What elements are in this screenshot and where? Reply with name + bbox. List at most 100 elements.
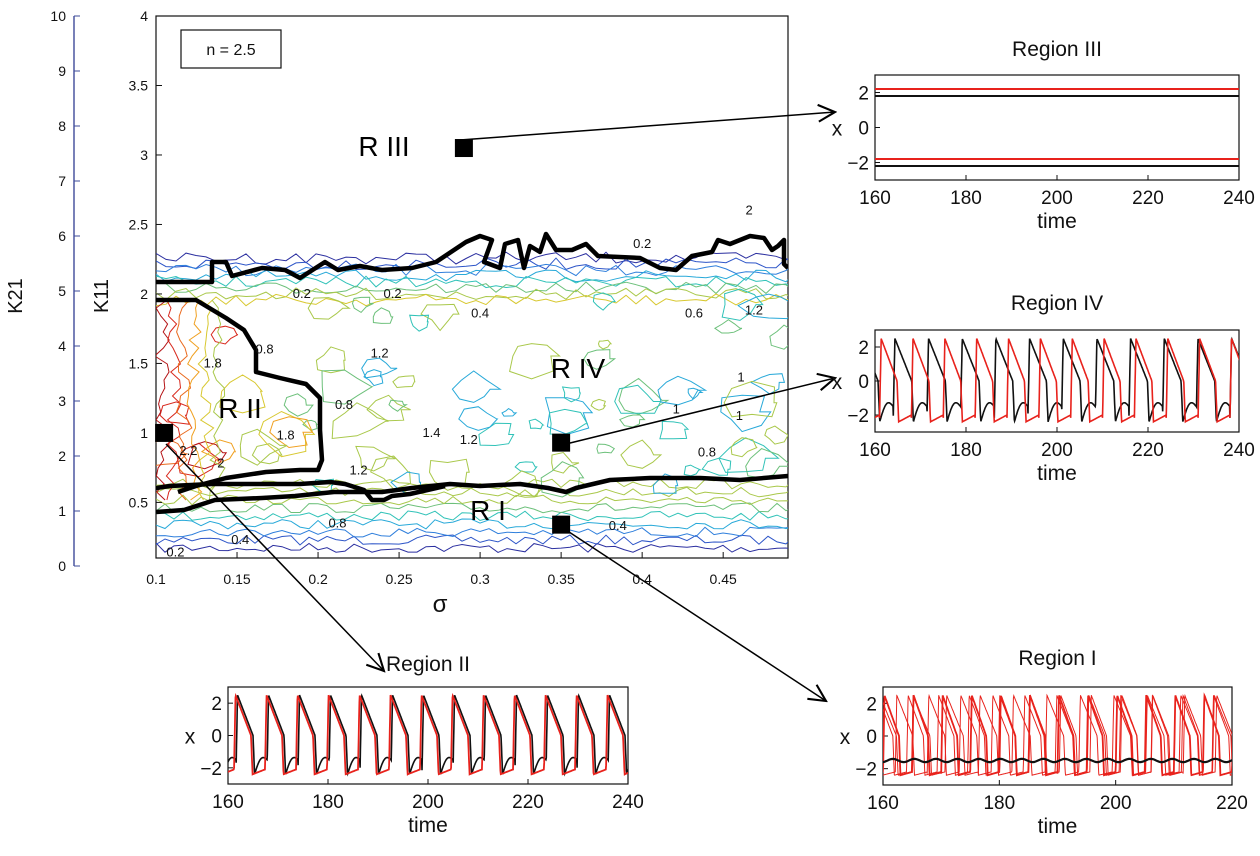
contour-labels: 0.2 0.2 0.2 2 0.4 0.6 1.2 1.8 0.8 1.2 0.8 1.8 1.4 1 1 1… — [166, 203, 763, 560]
y-tick-label: 3.5 — [129, 77, 149, 93]
contour-blob — [509, 343, 561, 380]
y-tick-label: 2 — [866, 694, 877, 715]
x-tick-label: 180 — [983, 793, 1015, 814]
contour-blob — [713, 319, 743, 334]
trace-red — [883, 693, 1232, 776]
trace-red — [883, 693, 1232, 776]
arrow-r3 — [459, 112, 835, 141]
x-axis-label: time — [1037, 462, 1077, 485]
contour-blob — [683, 464, 701, 477]
x-axis-label: time — [408, 814, 448, 837]
y-tick-label: −2 — [200, 759, 222, 780]
y-tick-label: 0 — [858, 372, 869, 393]
k21-tick-label: 5 — [58, 283, 66, 299]
sigma-axis-label: σ — [433, 591, 448, 618]
contour-line — [156, 510, 788, 522]
contour-blob — [514, 461, 538, 473]
x-tick-label: 220 — [1132, 188, 1164, 209]
y-tick-label: 0 — [858, 119, 869, 140]
contour-label: 1.2 — [371, 346, 389, 361]
contour-blob — [723, 380, 778, 418]
contour-label: 1.4 — [422, 425, 440, 440]
contour-blob — [239, 428, 288, 466]
contour-blob — [331, 402, 390, 440]
contour-blob — [701, 457, 732, 476]
contour-label: 1.2 — [460, 432, 478, 447]
x-tick-label: 240 — [612, 792, 644, 813]
contour-blob — [540, 461, 585, 498]
contour-blob — [363, 369, 384, 387]
trace-red — [228, 692, 628, 776]
contour-blob — [420, 303, 460, 332]
k21-tick-label: 0 — [58, 558, 66, 574]
contour-blob — [528, 418, 545, 430]
region-label: R II — [218, 393, 262, 424]
x-axis-label: time — [1038, 815, 1078, 838]
contour-label: 1 — [673, 401, 680, 416]
x-tick-label: 0.45 — [710, 571, 737, 587]
contour-line — [156, 542, 788, 553]
contour-line — [156, 518, 788, 530]
main-contour-plot: 0.2 0.2 0.2 2 0.4 0.6 1.2 1.8 0.8 1.2 0.8 1.8 1.4 1 1 1… — [91, 8, 789, 618]
contour-blob — [388, 399, 408, 412]
contour-label: 1.8 — [204, 355, 222, 370]
region-arrows — [165, 112, 835, 701]
contour-blob — [269, 416, 314, 449]
contour-line-hot — [208, 299, 226, 501]
x-tick-label: 0.3 — [470, 571, 490, 587]
y-tick-label: −2 — [847, 154, 869, 175]
contour-line-hot — [197, 299, 215, 501]
contour-blob — [769, 324, 788, 350]
arrow-r2 — [165, 443, 384, 671]
k21-axis: 0 1 2 3 4 5 6 7 8 9 10 K21 — [5, 8, 80, 574]
contour-line — [156, 502, 788, 514]
contour-blob — [551, 451, 580, 474]
contour-blob — [652, 473, 679, 494]
x-tick-label: 160 — [212, 792, 244, 813]
x-tick-label: 200 — [1100, 793, 1132, 814]
region-iii-panel: Region III 160 180 200 220 240 −2 0 2 time x — [832, 38, 1255, 233]
x-tick-label: 180 — [950, 440, 982, 461]
k21-tick-label: 6 — [58, 228, 66, 244]
panel-title: Region I — [1018, 647, 1096, 670]
trace-red — [883, 693, 1232, 776]
contour-blob — [210, 325, 239, 345]
contour-line-hot — [175, 299, 193, 501]
y-tick-label: 4 — [140, 8, 148, 24]
contour-line — [156, 269, 788, 283]
contour-blob — [619, 414, 646, 428]
panel-frame — [874, 74, 1240, 181]
contour-blob — [370, 455, 412, 490]
region-i-traces — [883, 692, 1232, 777]
k21-tick-label: 3 — [58, 393, 66, 409]
contour-blob — [156, 436, 188, 466]
contour-blob — [372, 307, 394, 324]
contour-blob — [159, 401, 191, 425]
y-tick-label: 2 — [140, 286, 148, 302]
k21-tick-label: 9 — [58, 63, 66, 79]
contour-label: 2 — [217, 455, 224, 470]
x-tick-label: 0.35 — [548, 571, 575, 587]
contour-label: 1 — [737, 369, 744, 384]
region-ii-panel: Region II 160 180 200 220 240 −2 0 2 time x — [185, 653, 644, 837]
contour-lines — [156, 251, 788, 553]
x-tick-label: 220 — [512, 792, 544, 813]
region-marker — [552, 433, 571, 452]
x-tick-label: 0.1 — [146, 571, 166, 587]
y-tick-label: 0 — [866, 727, 877, 748]
y-axis-label: x — [185, 726, 196, 749]
contour-blob — [351, 296, 374, 314]
k21-tick-label: 4 — [58, 338, 66, 354]
region-boundaries — [156, 231, 788, 515]
y-tick-label: 2.5 — [129, 216, 149, 232]
contour-blob — [548, 408, 589, 435]
k21-tick-label: 8 — [58, 118, 66, 134]
contour-blob — [478, 422, 515, 447]
contour-label: 0.4 — [231, 532, 249, 547]
panel-title: Region II — [386, 653, 470, 676]
k21-tick-labels: 0 1 2 3 4 5 6 7 8 9 10 — [50, 8, 80, 574]
x-tick-label: 240 — [1223, 440, 1255, 461]
contour-label: 0.6 — [685, 305, 703, 320]
x-tick-label: 220 — [1216, 793, 1248, 814]
contour-blob — [451, 370, 502, 403]
